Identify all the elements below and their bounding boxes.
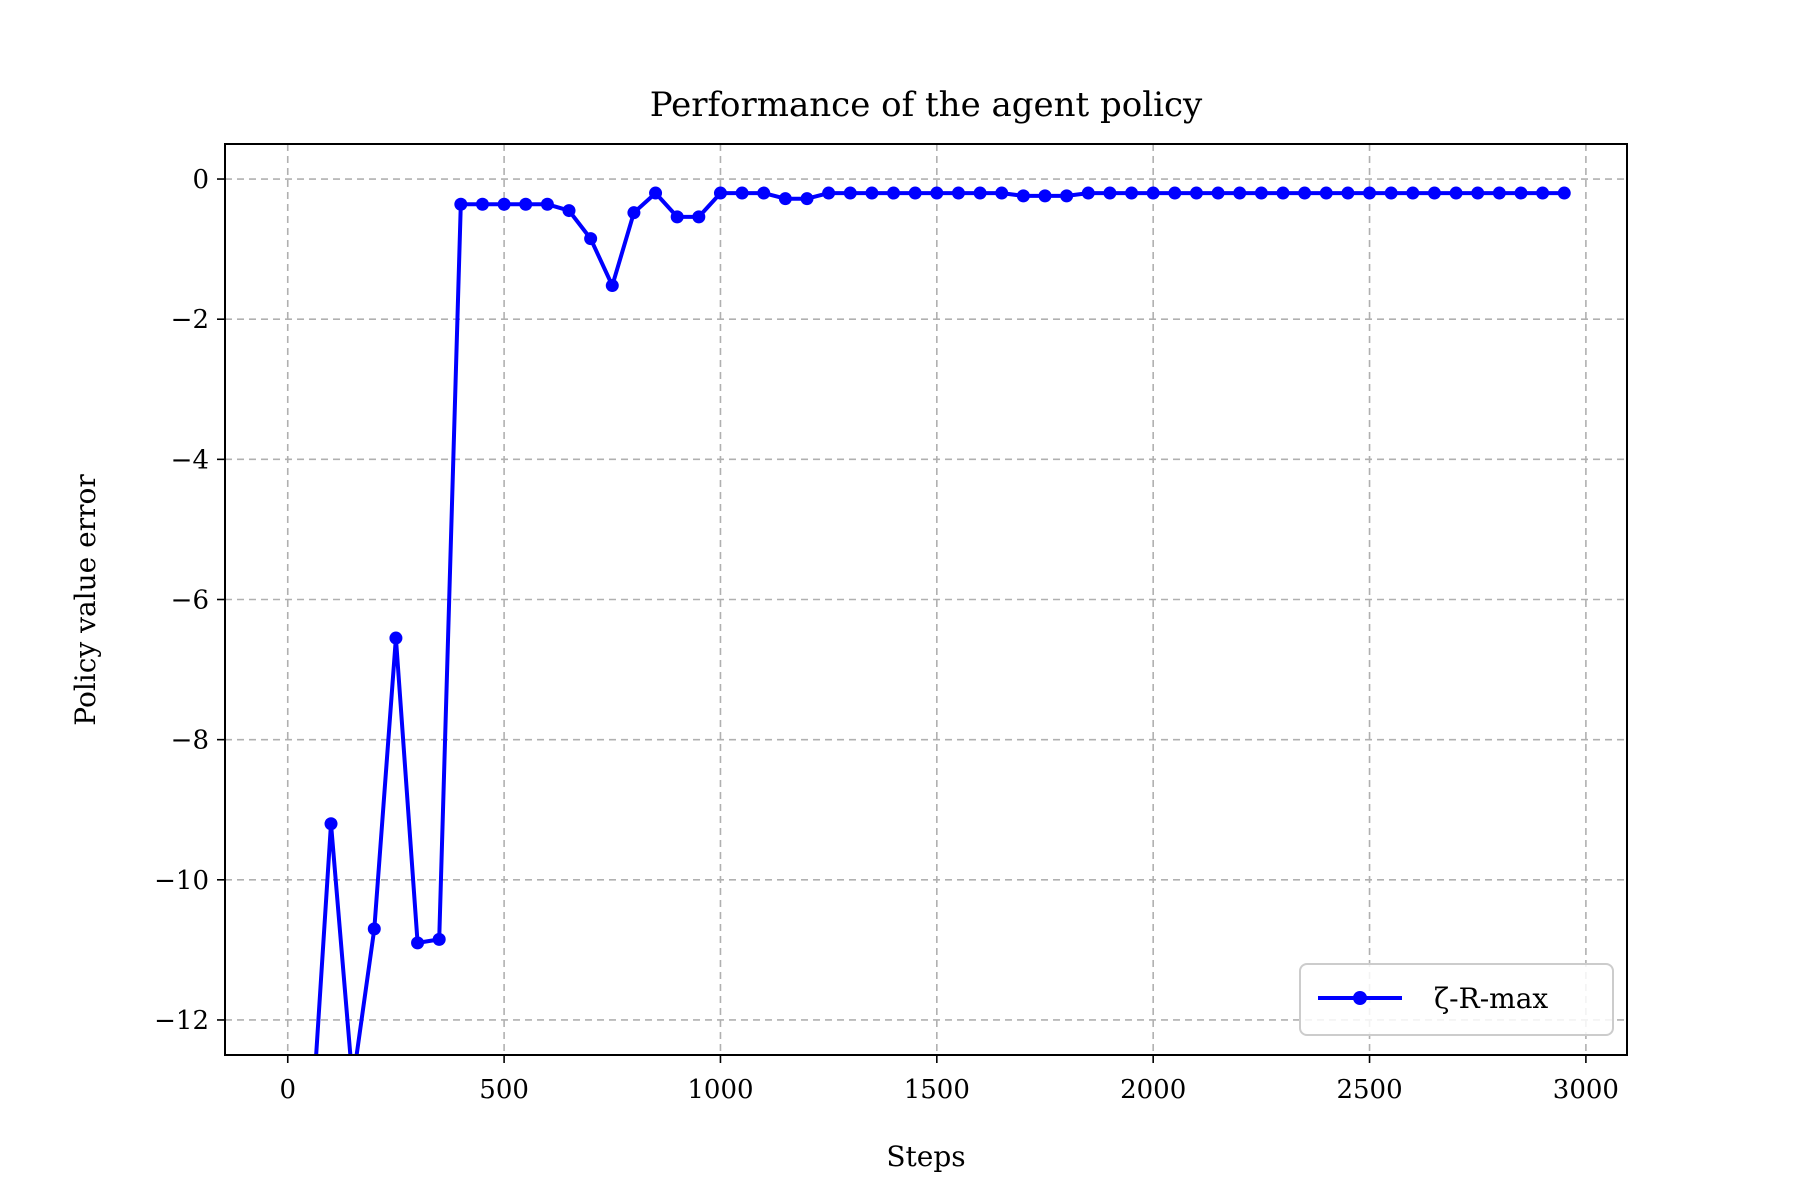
- data-point: [540, 197, 554, 211]
- legend-label: ζ-R-max: [1434, 982, 1548, 1015]
- data-point: [1449, 186, 1463, 200]
- data-point: [692, 210, 706, 224]
- axis-ticks: 0 500 1000 1500 2000 2500 3000 0 −2 −4 −6 −8 −10 −12: [154, 165, 1619, 1105]
- y-tick-label: −2: [171, 305, 209, 335]
- data-point: [454, 197, 468, 211]
- data-point: [1016, 189, 1030, 203]
- data-point: [995, 186, 1009, 200]
- data-point: [1298, 186, 1312, 200]
- x-tick-label: 1000: [687, 1075, 753, 1105]
- data-point: [843, 186, 857, 200]
- data-point: [1363, 186, 1377, 200]
- data-point: [519, 197, 533, 211]
- data-point: [562, 204, 576, 218]
- data-point: [800, 192, 814, 206]
- data-point: [757, 186, 771, 200]
- data-point: [1103, 186, 1117, 200]
- x-tick-label: 3000: [1553, 1075, 1619, 1105]
- y-tick-label: −4: [171, 445, 209, 475]
- data-point: [713, 186, 727, 200]
- y-tick-label: −10: [154, 866, 209, 896]
- data-point: [735, 186, 749, 200]
- data-point: [1514, 186, 1528, 200]
- data-point: [1427, 186, 1441, 200]
- data-point: [822, 186, 836, 200]
- y-tick-label: −6: [171, 586, 209, 616]
- data-point: [930, 186, 944, 200]
- data-point: [1276, 186, 1290, 200]
- data-point: [1146, 186, 1160, 200]
- legend-marker-sample: [1353, 991, 1367, 1005]
- data-point: [908, 186, 922, 200]
- data-point: [584, 232, 598, 246]
- data-point: [1081, 186, 1095, 200]
- data-point: [1233, 186, 1247, 200]
- legend-box: [1299, 963, 1614, 1036]
- data-point: [1060, 189, 1074, 203]
- data-point: [432, 932, 446, 946]
- data-point: [778, 192, 792, 206]
- legend: ζ-R-max: [1299, 963, 1614, 1036]
- x-tick-label: 2500: [1336, 1075, 1402, 1105]
- data-point: [1492, 186, 1506, 200]
- data-point: [887, 186, 901, 200]
- y-axis-label: Policy value error: [69, 474, 102, 726]
- data-point: [1406, 186, 1420, 200]
- data-point: [1254, 186, 1268, 200]
- grid: [225, 144, 1627, 1055]
- data-point: [1557, 186, 1571, 200]
- data-point: [1038, 189, 1052, 203]
- y-tick-label: −12: [154, 1006, 209, 1036]
- x-tick-label: 500: [479, 1075, 529, 1105]
- x-axis-label: Steps: [886, 1140, 965, 1173]
- data-point: [1168, 186, 1182, 200]
- data-point: [475, 197, 489, 211]
- data-point: [1189, 186, 1203, 200]
- data-point: [865, 186, 879, 200]
- data-point: [605, 279, 619, 293]
- chart-title: Performance of the agent policy: [650, 85, 1203, 125]
- data-point: [367, 922, 381, 936]
- data-point: [389, 631, 403, 645]
- x-tick-label: 1500: [904, 1075, 970, 1105]
- data-point: [649, 186, 663, 200]
- data-point: [411, 936, 425, 950]
- data-point: [1536, 186, 1550, 200]
- data-point: [497, 197, 511, 211]
- x-tick-label: 0: [279, 1075, 296, 1105]
- y-tick-label: −8: [171, 726, 209, 756]
- series-layer: [314, 186, 1571, 1055]
- data-point: [324, 817, 338, 831]
- data-point: [1319, 186, 1333, 200]
- data-point: [951, 186, 965, 200]
- data-point: [1384, 186, 1398, 200]
- y-tick-label: 0: [192, 165, 209, 195]
- data-point: [670, 210, 684, 224]
- x-tick-label: 2000: [1120, 1075, 1186, 1105]
- data-point: [1471, 186, 1485, 200]
- data-point: [627, 206, 641, 220]
- data-point: [1341, 186, 1355, 200]
- data-point: [1211, 186, 1225, 200]
- data-point: [1125, 186, 1139, 200]
- data-point: [973, 186, 987, 200]
